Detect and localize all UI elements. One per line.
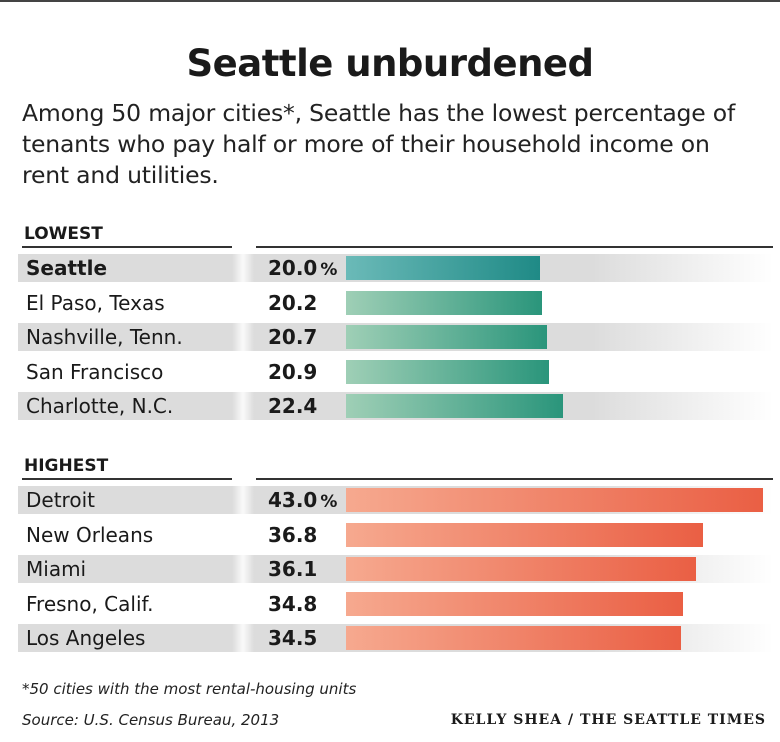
bar [346,591,683,616]
city-label: Nashville, Tenn. [26,325,183,349]
section-label-lowest: LOWEST [24,224,103,244]
section-rule [256,246,773,248]
value-label: 20.7 [268,325,318,349]
credit-line: KELLY SHEA / THE SEATTLE TIMES [450,712,766,728]
section-rule [256,478,773,480]
section-label-highest: HIGHEST [24,456,109,476]
value-label: 22.4 [268,394,318,418]
value-label: 20.2 [268,290,318,315]
bar [346,290,542,315]
top-rule [0,0,780,2]
bar [346,359,549,384]
bar [346,557,696,581]
bar [346,626,681,650]
section-rule [22,246,232,248]
city-label: Seattle [26,256,108,280]
bar [346,488,763,512]
value-label: 34.8 [268,591,318,616]
value-label: 34.5 [268,626,318,650]
section-rule [22,478,232,480]
city-label: Detroit [26,488,95,512]
value-label: 20.0% [268,256,338,280]
city-label: San Francisco [26,359,164,384]
chart-title: Seattle unburdened [186,42,595,85]
city-label: New Orleans [26,522,154,547]
city-label: Fresno, Calif. [26,591,154,616]
bar [346,522,703,547]
source-note: Source: U.S. Census Bureau, 2013 [22,711,280,729]
bar [346,256,540,280]
footnote: *50 cities with the most rental-housing … [22,680,357,698]
bar [346,394,563,418]
value-label: 36.8 [268,522,318,547]
chart-subtitle: Among 50 major cities*, Seattle has the … [22,99,736,189]
column-gutter [232,480,254,659]
city-label: El Paso, Texas [26,290,165,315]
city-label: Miami [26,557,87,581]
bar [346,325,547,349]
city-label: Charlotte, N.C. [26,394,174,418]
value-label: 36.1 [268,557,318,581]
column-gutter [232,248,254,427]
value-label: 20.9 [268,359,318,384]
value-label: 43.0% [268,488,338,512]
city-label: Los Angeles [26,626,146,650]
